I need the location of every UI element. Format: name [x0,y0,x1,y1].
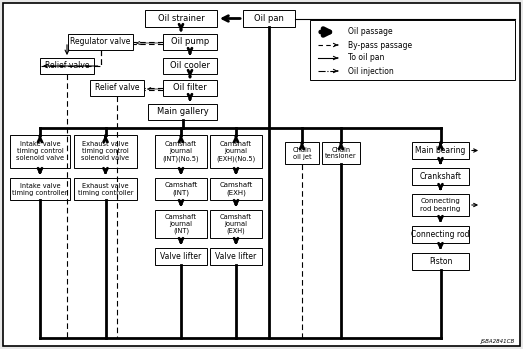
Bar [90,80,144,96]
Bar [155,135,207,168]
Bar [412,194,469,216]
Text: Oil pan: Oil pan [254,14,284,23]
Text: Main bearing: Main bearing [415,146,465,155]
Text: Oil cooler: Oil cooler [170,61,210,70]
Text: Camshaft
(INT): Camshaft (INT) [164,182,198,196]
Bar [310,20,515,80]
Text: Valve lifter: Valve lifter [161,252,202,261]
Bar [74,178,137,200]
Bar [155,210,207,238]
Text: Oil pump: Oil pump [171,37,209,46]
Bar [243,10,295,27]
Text: Oil injection: Oil injection [348,67,394,75]
Bar [163,80,217,96]
Text: Relief valve: Relief valve [45,61,89,70]
Bar [210,210,262,238]
Bar [285,142,319,164]
Text: Camshaft
journal
(EXH): Camshaft journal (EXH) [220,214,252,234]
Bar [210,178,262,200]
Bar [10,178,70,200]
Text: Crankshaft: Crankshaft [419,172,461,181]
Bar [412,226,469,243]
Bar [412,142,469,159]
Text: Camshaft
journal
(INT): Camshaft journal (INT) [165,214,197,234]
Text: Exhaust valve
timing control
solenoid valve: Exhaust valve timing control solenoid va… [82,141,130,162]
Bar [148,104,217,120]
Bar [74,135,137,168]
Bar [155,248,207,265]
Bar [412,253,469,270]
Text: Piston: Piston [429,257,452,266]
Text: Oil filter: Oil filter [173,83,207,92]
Text: Connecting
rod bearing: Connecting rod bearing [420,199,461,211]
Text: Chain
oil jet: Chain oil jet [292,147,312,159]
Bar [145,10,217,27]
Text: Relief valve: Relief valve [95,83,139,92]
Bar [155,178,207,200]
Text: Connecting rod: Connecting rod [411,230,470,239]
Text: Intake valve
timing controller: Intake valve timing controller [12,183,68,195]
Text: Chain
tensioner: Chain tensioner [325,147,357,159]
Text: Oil strainer: Oil strainer [157,14,204,23]
Text: To oil pan: To oil pan [348,53,384,62]
Text: JSBA2841CB: JSBA2841CB [481,339,515,344]
Bar [412,168,469,185]
Text: Intake valve
timing control
solenoid valve: Intake valve timing control solenoid val… [16,141,64,162]
Text: Regulator valve: Regulator valve [70,37,131,46]
Bar [210,135,262,168]
Text: Camshaft
journal
(INT)(No.5): Camshaft journal (INT)(No.5) [163,141,199,162]
Bar [163,58,217,74]
Text: Camshaft
(EXH): Camshaft (EXH) [219,182,253,196]
Bar [163,34,217,50]
Text: Exhaust valve
timing controller: Exhaust valve timing controller [78,183,133,195]
Text: By-pass passage: By-pass passage [348,40,412,50]
Bar [40,58,94,74]
Text: Valve lifter: Valve lifter [215,252,257,261]
Bar [210,248,262,265]
Text: Camshaft
journal
(EXH)(No.5): Camshaft journal (EXH)(No.5) [217,141,256,162]
Bar [322,142,360,164]
Text: Oil passage: Oil passage [348,28,393,37]
Bar [10,135,70,168]
Text: Main gallery: Main gallery [156,107,208,117]
Bar [68,34,133,50]
